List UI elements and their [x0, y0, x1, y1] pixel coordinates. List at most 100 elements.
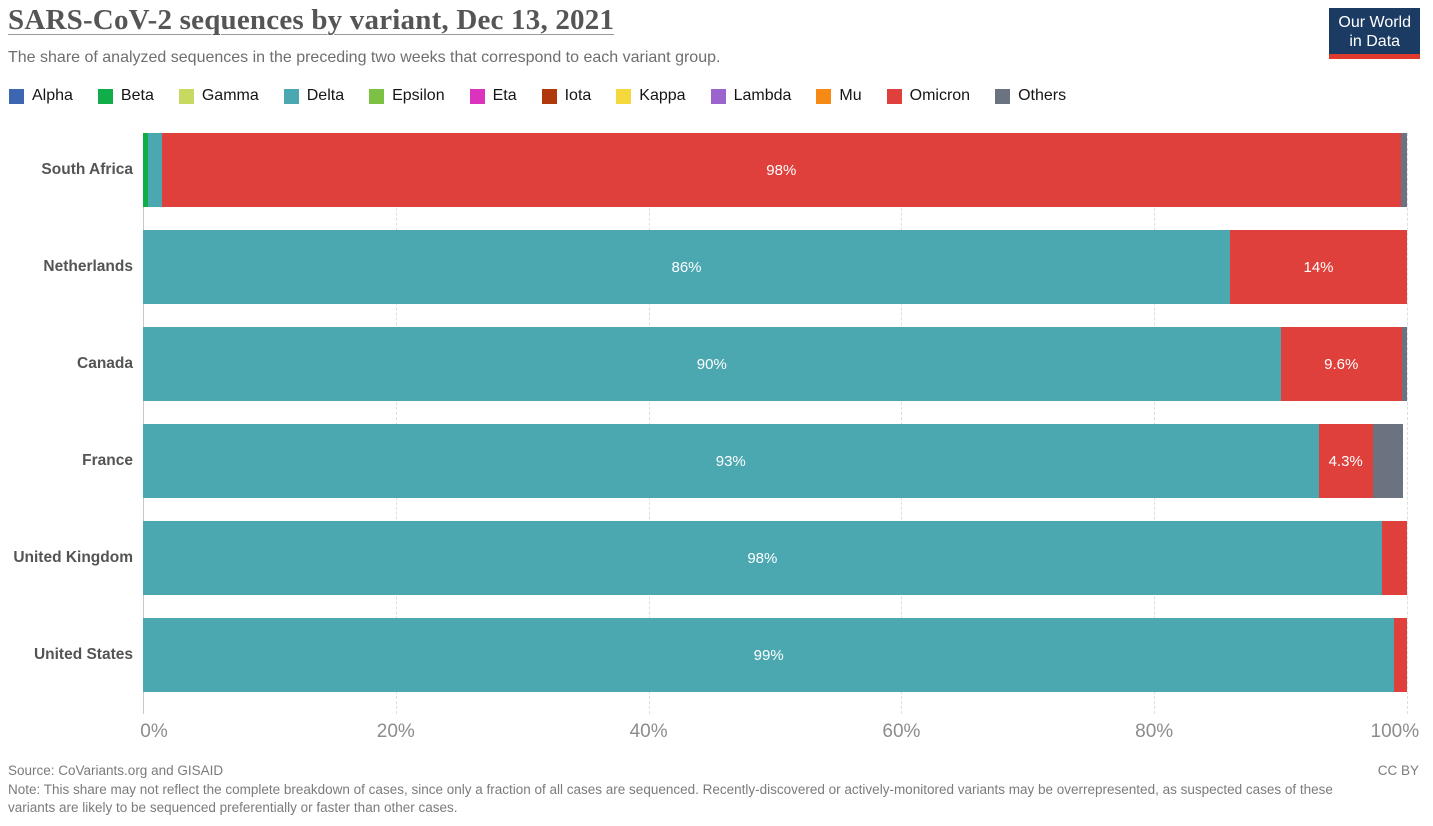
x-tick-label: 60%	[882, 721, 921, 742]
bar-value-label: 90%	[696, 355, 727, 373]
legend-label: Delta	[306, 87, 345, 104]
legend-swatch-icon	[97, 88, 113, 104]
legend-label: Mu	[839, 87, 862, 104]
legend-swatch-icon	[886, 88, 902, 104]
x-tick-label: 100%	[1370, 721, 1420, 742]
bar-segment-delta[interactable]	[148, 133, 162, 207]
bar-segment-delta[interactable]: 99%	[143, 618, 1395, 692]
legend-item-beta[interactable]: Beta	[97, 87, 154, 105]
bar-value-label: 93%	[715, 452, 746, 470]
legend-item-epsilon[interactable]: Epsilon	[369, 87, 445, 105]
bar-track: 93% 4.3%	[143, 424, 1407, 498]
bar-row: Canada 90% 9.6%	[77, 327, 1407, 401]
legend-item-delta[interactable]: Delta	[283, 87, 345, 105]
bar-row: United States 99%	[34, 618, 1407, 692]
variant-legend: Alpha Beta Gamma Delta Epsilon Eta Iota Kappa La…	[9, 87, 1091, 105]
bar-value-label: 98%	[747, 549, 778, 567]
legend-label: Epsilon	[392, 87, 445, 104]
legend-item-lambda[interactable]: Lambda	[710, 87, 792, 105]
bar-segment-omicron[interactable]: 9.6%	[1280, 327, 1402, 401]
country-label: Canada	[77, 355, 133, 372]
x-tick-label: 0%	[140, 721, 168, 742]
bar-segment-delta[interactable]: 86%	[143, 230, 1231, 304]
legend-label: Beta	[120, 87, 154, 104]
bar-row: Netherlands 86% 14%	[43, 230, 1407, 304]
bar-track: 98%	[143, 521, 1407, 595]
bar-value-label: 14%	[1303, 258, 1334, 276]
legend-swatch-icon	[283, 88, 299, 104]
legend-swatch-icon	[178, 88, 194, 104]
bar-segment-omicron[interactable]: 98%	[161, 133, 1401, 207]
legend-swatch-icon	[816, 88, 832, 104]
x-tick-label: 80%	[1135, 721, 1174, 742]
legend-item-kappa[interactable]: Kappa	[616, 87, 686, 105]
bar-value-label: 86%	[671, 258, 702, 276]
gridline	[395, 133, 397, 714]
legend-swatch-icon	[995, 88, 1011, 104]
bar-track: 98%	[143, 133, 1407, 207]
legend-item-others[interactable]: Others	[995, 87, 1066, 105]
legend-item-eta[interactable]: Eta	[469, 87, 517, 105]
bar-segment-omicron[interactable]: 14%	[1230, 230, 1407, 304]
bar-row: France 93% 4.3%	[82, 424, 1407, 498]
bar-segment-delta[interactable]: 98%	[143, 521, 1382, 595]
legend-swatch-icon	[369, 88, 385, 104]
legend-label: Iota	[564, 87, 592, 104]
bar-segment-others[interactable]	[1401, 327, 1407, 401]
legend-label: Gamma	[201, 87, 259, 104]
note-line: Note: This share may not reflect the com…	[8, 782, 1333, 815]
legend-swatch-icon	[710, 88, 726, 104]
country-label: United States	[33, 646, 133, 663]
gridline	[1407, 133, 1408, 714]
bar-track: 90% 9.6%	[143, 327, 1407, 401]
legend-label: Lambda	[733, 87, 792, 104]
bar-track: 99%	[143, 618, 1407, 692]
legend-item-mu[interactable]: Mu	[816, 87, 862, 105]
bar-track: 86% 14%	[143, 230, 1407, 304]
source-line: Source: CoVariants.org and GISAID	[8, 763, 224, 778]
country-label: France	[82, 452, 133, 469]
legend-swatch-icon	[616, 88, 632, 104]
legend-label: Eta	[492, 87, 517, 104]
bar-segment-delta[interactable]: 93%	[143, 424, 1319, 498]
legend-item-gamma[interactable]: Gamma	[178, 87, 259, 105]
bar-row: United Kingdom 98%	[13, 521, 1407, 595]
owid-logo-line2: in Data	[1349, 33, 1401, 50]
owid-logo-line1: Our World	[1338, 14, 1411, 31]
bar-segment-omicron[interactable]	[1394, 618, 1407, 692]
x-tick-label: 20%	[376, 721, 415, 742]
country-label: South Africa	[41, 161, 133, 178]
legend-item-alpha[interactable]: Alpha	[9, 87, 73, 105]
bar-value-label: 98%	[766, 161, 797, 179]
legend-item-omicron[interactable]: Omicron	[886, 87, 971, 105]
plot-area: 0% 20% 40% 60% 80% 100% South Africa 98% Netherl…	[13, 133, 1419, 742]
bar-segment-others[interactable]	[1400, 133, 1407, 207]
owid-logo[interactable]: Our World in Data	[1329, 8, 1420, 59]
zero-axis-line	[143, 133, 144, 714]
bar-segment-omicron[interactable]: 4.3%	[1318, 424, 1373, 498]
bar-segment-delta[interactable]: 90%	[143, 327, 1281, 401]
bar-value-label: 99%	[753, 646, 784, 664]
x-tick-label: 40%	[629, 721, 668, 742]
bar-segment-omicron[interactable]	[1381, 521, 1407, 595]
bar-row: South Africa 98%	[41, 133, 1407, 207]
gridline	[1154, 133, 1156, 714]
license-link[interactable]: CC BY	[1377, 763, 1419, 778]
chart-title[interactable]: SARS-CoV-2 sequences by variant, Dec 13,…	[8, 4, 615, 36]
legend-swatch-icon	[9, 88, 24, 104]
legend-label: Omicron	[909, 87, 971, 104]
legend-label: Others	[1018, 87, 1067, 104]
bar-segment-others[interactable]	[1372, 424, 1404, 498]
gridline	[901, 133, 903, 714]
country-label: United Kingdom	[13, 549, 133, 566]
legend-label: Kappa	[639, 87, 686, 104]
bar-segment-beta[interactable]	[143, 133, 149, 207]
gridline	[648, 133, 650, 714]
bar-value-label: 4.3%	[1328, 452, 1363, 470]
country-label: Netherlands	[43, 258, 133, 275]
chart-subtitle: The share of analyzed sequences in the p…	[8, 49, 721, 66]
legend-swatch-icon	[469, 88, 485, 104]
bar-value-label: 9.6%	[1324, 355, 1359, 373]
legend-item-iota[interactable]: Iota	[541, 87, 592, 105]
